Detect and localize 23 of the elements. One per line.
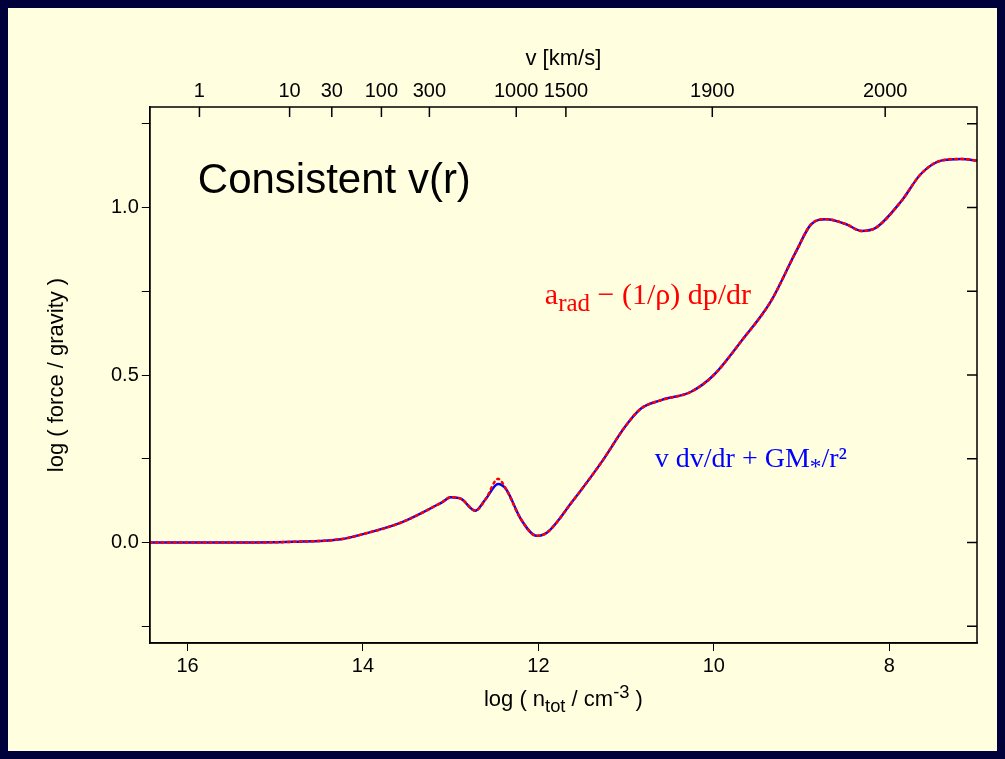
- text: 1500: [543, 78, 589, 101]
- text: 1000: [494, 78, 539, 101]
- text: 100: [364, 78, 399, 101]
- annotation: a$_{rad}$ − (1/ρ) dp/dr: [544, 277, 752, 317]
- text: 2000: [862, 78, 908, 101]
- text: 30: [320, 78, 343, 101]
- annotation: v dv/dr + GM$_{*}$/r²: [654, 442, 847, 480]
- x-tick-label: 10: [702, 653, 725, 676]
- text: 10: [278, 78, 301, 101]
- text: 1900: [690, 78, 735, 101]
- annotation: Consistent v(r): [197, 155, 471, 203]
- x2-axis-title: v [km/s]: [525, 45, 602, 71]
- x-tick-label: 12: [527, 653, 550, 676]
- y-tick-label: 0.5: [110, 362, 139, 385]
- y-tick-label: 0.0: [110, 530, 139, 553]
- text: 300: [412, 78, 447, 101]
- y-axis-title: log ( force / gravity ): [43, 277, 69, 473]
- x-axis-title: log ( n$_{tot}$ / cm$^{-3}$ ): [483, 681, 643, 717]
- text: 1: [193, 78, 205, 101]
- y-tick-label: 1.0: [110, 195, 139, 218]
- x-tick-label: 8: [883, 653, 895, 676]
- x-tick-label: 14: [351, 653, 375, 676]
- x-tick-label: 16: [176, 653, 199, 676]
